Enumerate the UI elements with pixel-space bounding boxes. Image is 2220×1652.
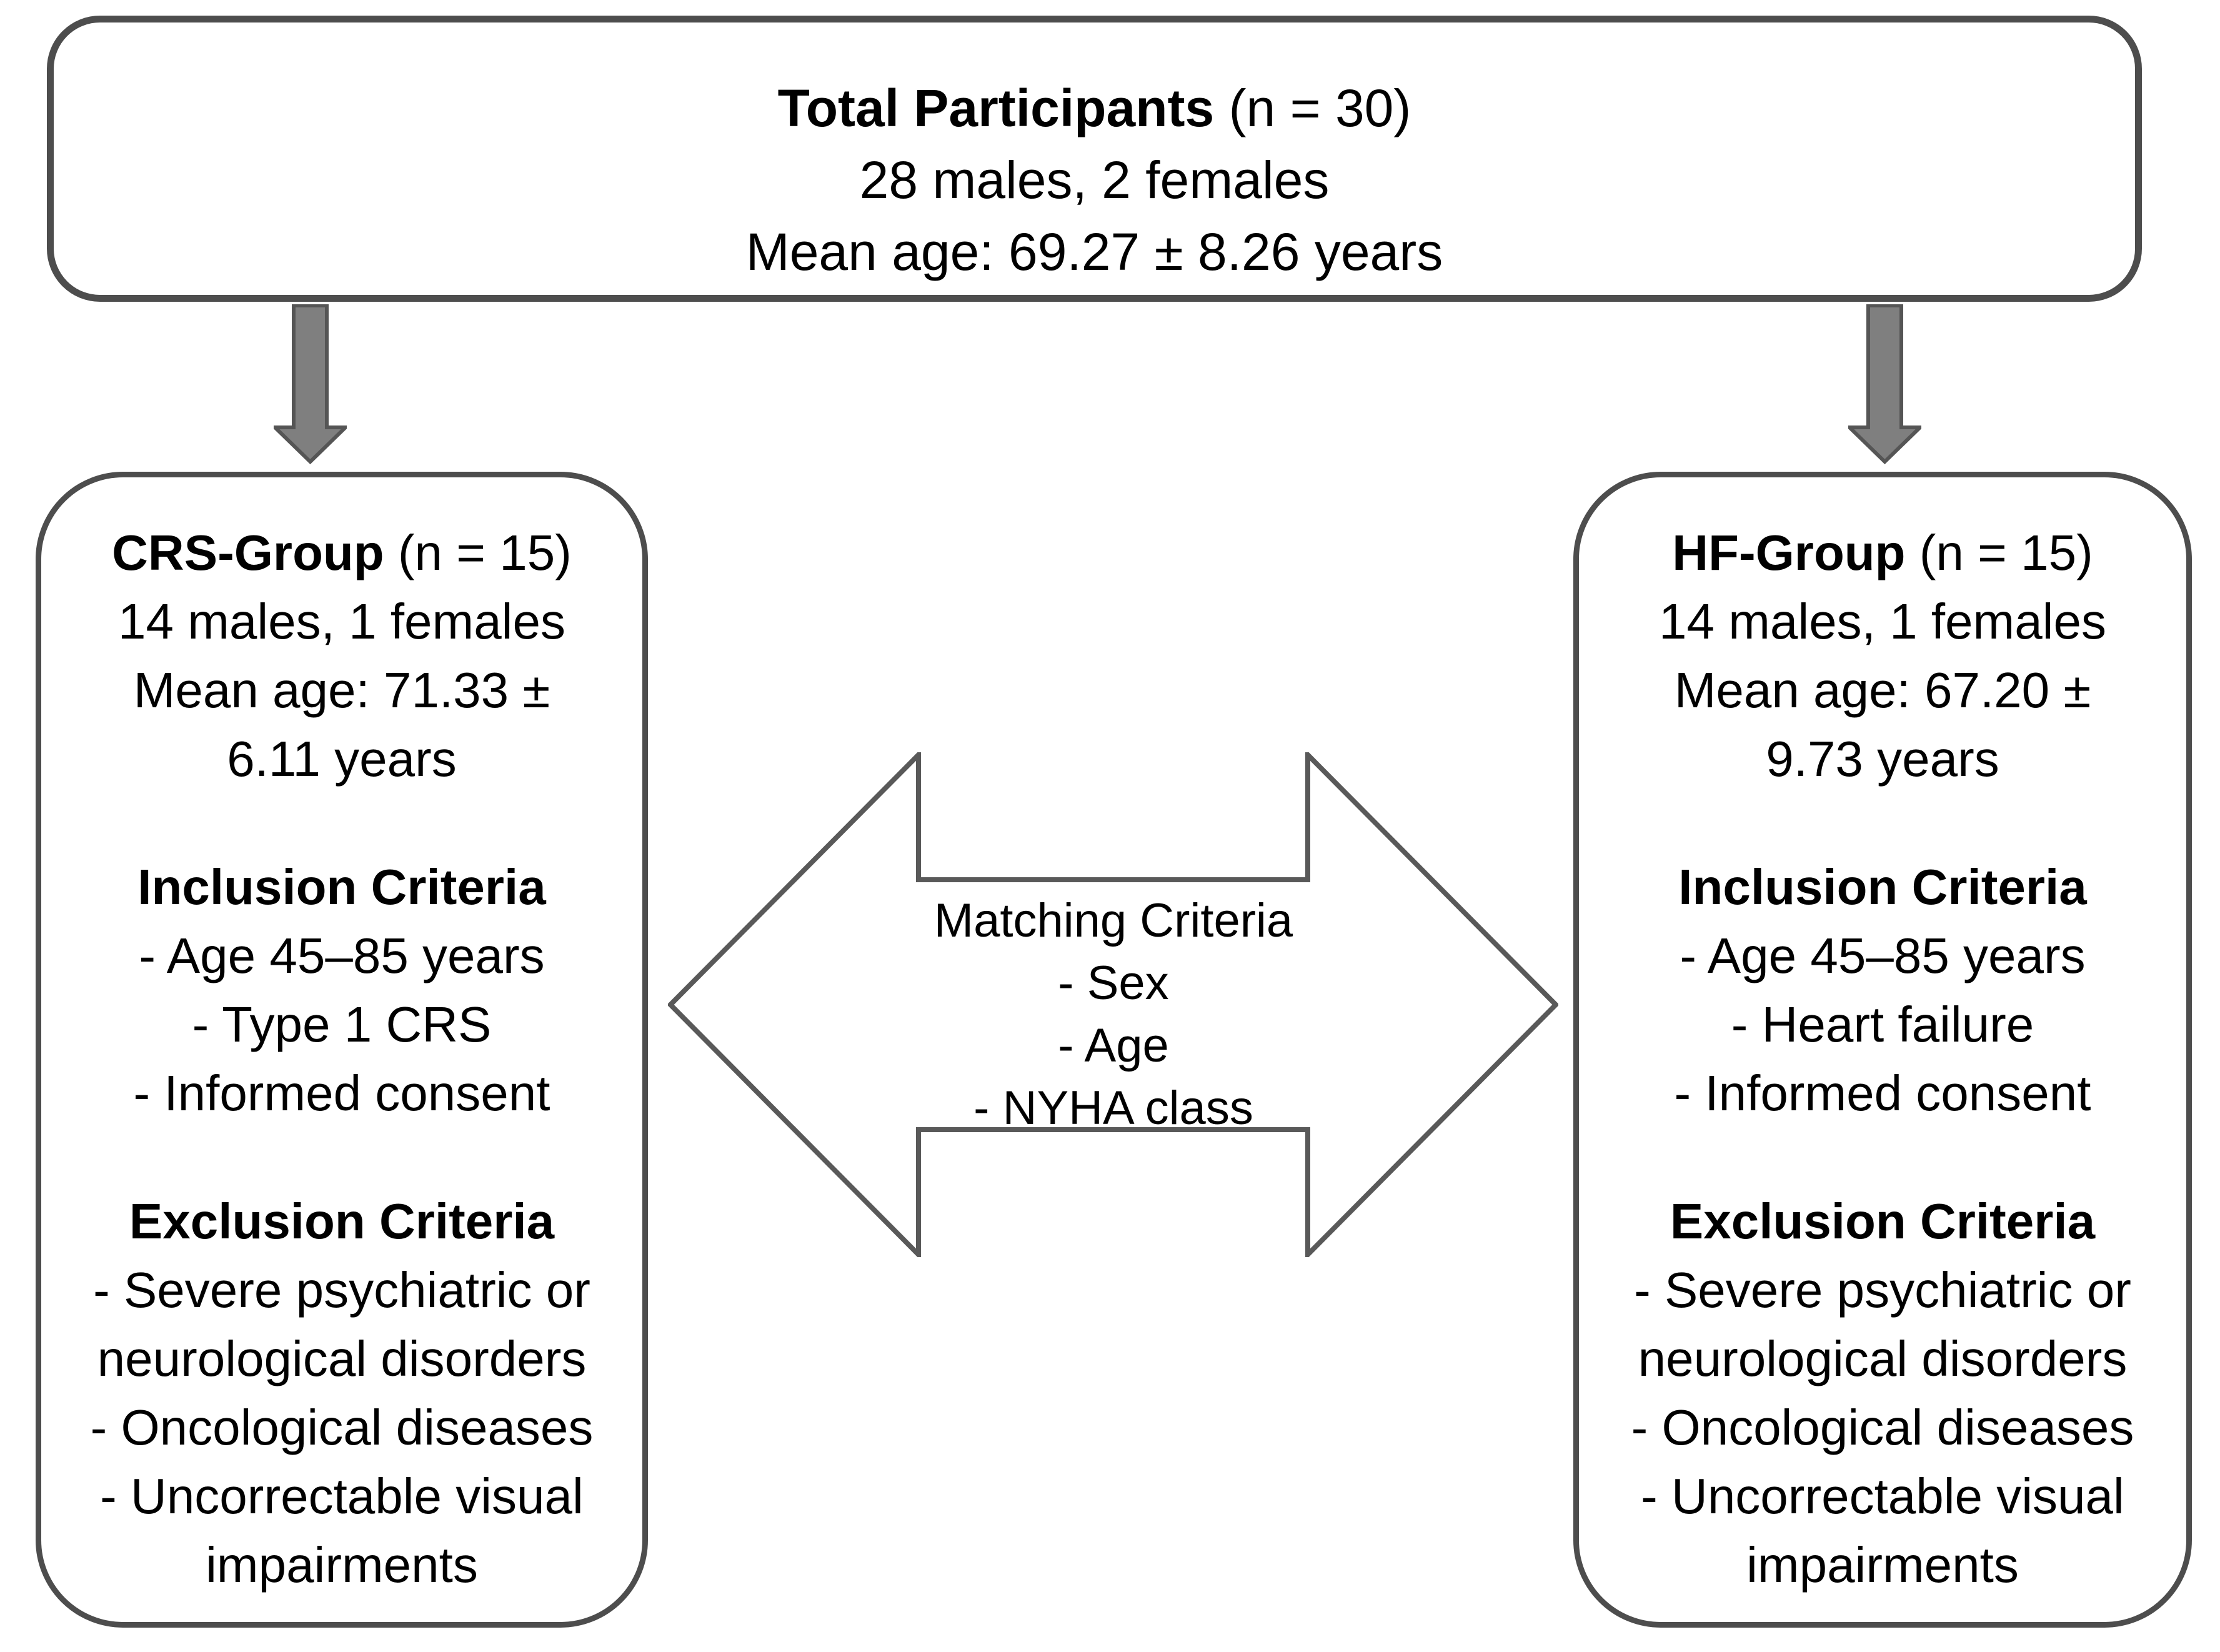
hf-exclusion-section: Exclusion Criteria - Severe psychiatric …	[1579, 1187, 2186, 1600]
crs-exclusion-section: Exclusion Criteria - Severe psychiatric …	[41, 1187, 642, 1600]
hf-header-section: HF-Group (n = 15) 14 males, 1 females Me…	[1579, 519, 2186, 794]
hf-inclusion-item: - Age 45–85 years	[1680, 928, 2086, 983]
crs-inclusion-item: - Informed consent	[133, 1065, 550, 1121]
crs-age-line: Mean age: 71.33 ± 6.11 years	[133, 662, 550, 787]
crs-inclusion-section: Inclusion Criteria - Age 45–85 years - T…	[41, 853, 642, 1128]
crs-exclusion-item: - Severe psychiatric or neurological dis…	[93, 1262, 590, 1386]
crs-inclusion-item: - Age 45–85 years	[139, 928, 545, 983]
total-title-bold: Total Participants	[777, 79, 1215, 137]
hf-title-line: HF-Group (n = 15)	[1579, 519, 2186, 587]
crs-exclusion-header: Exclusion Criteria	[129, 1193, 555, 1249]
crs-header-section: CRS-Group (n = 15) 14 males, 1 females M…	[41, 519, 642, 794]
down-arrow-left-icon	[274, 304, 347, 465]
hf-exclusion-item: - Severe psychiatric or neurological dis…	[1634, 1262, 2131, 1386]
crs-inclusion-header: Inclusion Criteria	[137, 859, 546, 915]
matching-item-age: - Age	[1058, 1019, 1169, 1072]
crs-group-box: CRS-Group (n = 15) 14 males, 1 females M…	[36, 472, 648, 1628]
total-age-line: Mean age: 69.27 ± 8.26 years	[745, 222, 1443, 281]
total-title-rest: (n = 30)	[1214, 79, 1411, 137]
crs-sex-line: 14 males, 1 females	[118, 594, 565, 649]
hf-title-rest: (n = 15)	[1905, 525, 2093, 580]
hf-inclusion-header: Inclusion Criteria	[1678, 859, 2087, 915]
total-sex-line: 28 males, 2 females	[859, 151, 1330, 209]
hf-group-box: HF-Group (n = 15) 14 males, 1 females Me…	[1573, 472, 2192, 1628]
matching-item-nyha: - NYHA class	[973, 1082, 1253, 1135]
hf-exclusion-header: Exclusion Criteria	[1670, 1193, 2096, 1249]
matching-header: Matching Criteria	[933, 894, 1293, 947]
crs-inclusion-item: - Type 1 CRS	[192, 997, 492, 1052]
crs-title-bold: CRS-Group	[112, 525, 384, 580]
crs-title-line: CRS-Group (n = 15)	[41, 519, 642, 587]
hf-age-line: Mean age: 67.20 ± 9.73 years	[1674, 662, 2091, 787]
down-arrow-right-icon	[1848, 304, 1921, 465]
total-title-line: Total Participants (n = 30)	[54, 72, 2135, 144]
hf-inclusion-item: - Heart failure	[1731, 997, 2034, 1052]
hf-inclusion-item: - Informed consent	[1674, 1065, 2091, 1121]
crs-exclusion-item: - Oncological diseases	[90, 1400, 594, 1455]
crs-exclusion-item: - Uncorrectable visual impairments	[100, 1468, 584, 1593]
hf-inclusion-section: Inclusion Criteria - Age 45–85 years - H…	[1579, 853, 2186, 1128]
hf-exclusion-item: - Uncorrectable visual impairments	[1641, 1468, 2124, 1593]
double-arrow-icon	[668, 752, 1558, 1257]
matching-criteria-block: Matching Criteria - Sex - Age - NYHA cla…	[879, 890, 1348, 1140]
hf-sex-line: 14 males, 1 females	[1659, 594, 2106, 649]
crs-title-rest: (n = 15)	[384, 525, 572, 580]
hf-title-bold: HF-Group	[1672, 525, 1906, 580]
matching-item-sex: - Sex	[1058, 957, 1169, 1010]
hf-exclusion-item: - Oncological diseases	[1631, 1400, 2134, 1455]
total-participants-box: Total Participants (n = 30) 28 males, 2 …	[47, 16, 2142, 302]
